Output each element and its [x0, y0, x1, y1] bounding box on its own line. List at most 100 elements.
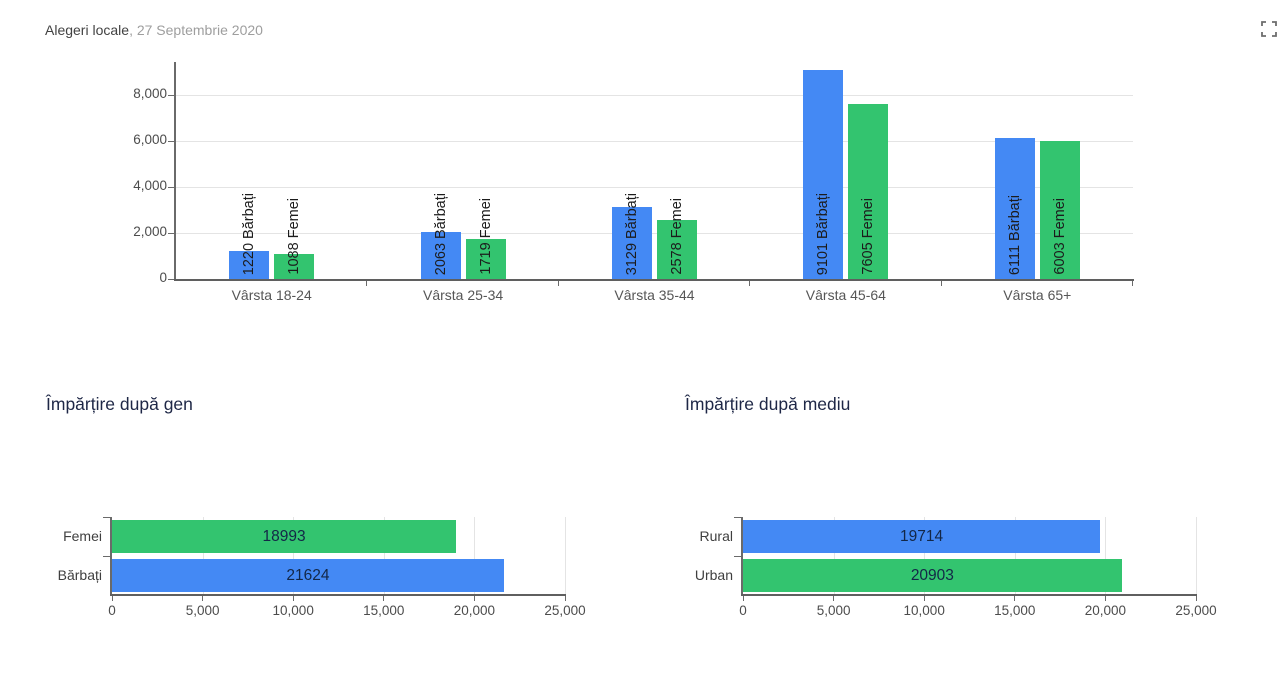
x-tick-label: 25,000: [544, 603, 586, 618]
column-bar-femei[interactable]: [848, 104, 889, 279]
page-title: Alegeri locale: [45, 22, 130, 38]
x-tick-label: 15,000: [363, 603, 405, 618]
column-bar-barbati[interactable]: [612, 207, 652, 279]
gridline: [1014, 517, 1016, 594]
gridline: [176, 187, 1133, 188]
column-bar-femei[interactable]: [465, 239, 506, 279]
column-bar-label: 6003 Femei: [1051, 198, 1068, 275]
y-tick-label: 8,000: [133, 86, 167, 101]
x-tick-label: 0: [108, 603, 116, 618]
x-category-label: Vârsta 25-34: [423, 287, 504, 303]
x-axis-line: [174, 279, 1134, 281]
y-axis-line: [174, 62, 176, 281]
y-axis-tick: [168, 233, 175, 234]
page-subtitle: , 27 Septembrie 2020: [129, 22, 263, 38]
x-axis-tick: [940, 281, 942, 286]
gridline: [1196, 517, 1197, 594]
column-bar-label: 2063 Bărbați: [432, 192, 449, 275]
hbar-value-label: 21624: [286, 566, 330, 584]
hbar-category-label: Femei: [63, 528, 102, 544]
gridline: [293, 517, 295, 594]
x-tick-label: 10,000: [903, 603, 945, 618]
y-axis-tick: [734, 555, 741, 557]
y-tick-label: 4,000: [133, 178, 167, 193]
column-bar-label: 3129 Bărbați: [624, 192, 640, 275]
x-axis-tick: [202, 596, 204, 601]
hbar-category-label: Urban: [694, 566, 733, 583]
gridline: [176, 95, 1133, 96]
gridline: [1105, 517, 1107, 594]
column-bar-barbati[interactable]: [229, 250, 270, 279]
gridline: [176, 141, 1133, 142]
y-axis-tick: [734, 517, 741, 518]
fullscreen-button[interactable]: [1258, 19, 1280, 41]
x-axis-tick: [383, 596, 385, 601]
x-axis-tick: [1195, 596, 1197, 601]
column-bar-barbati[interactable]: [803, 69, 844, 279]
x-axis-line: [110, 594, 566, 596]
x-axis-tick: [366, 281, 368, 286]
y-tick-label: 6,000: [133, 132, 167, 147]
column-bar-femei[interactable]: [274, 253, 315, 279]
hbar-b-rba-i[interactable]: [112, 558, 504, 592]
x-axis-tick: [923, 596, 925, 601]
gridline: [833, 517, 835, 594]
y-axis-tick: [168, 187, 175, 188]
hbar-value-label: 20903: [910, 566, 954, 584]
gridline: [176, 233, 1133, 234]
column-bar-label: 1719 Femei: [477, 198, 494, 275]
x-tick-label: 0: [739, 603, 747, 618]
x-tick-label: 5,000: [816, 603, 851, 618]
x-category-label: Vârsta 45-64: [805, 287, 886, 303]
x-tick-label: 10,000: [272, 603, 314, 618]
y-axis-tick: [103, 555, 110, 557]
x-category-label: Vârsta 35-44: [614, 287, 695, 303]
x-axis-tick: [742, 596, 744, 601]
x-tick-label: 15,000: [994, 603, 1036, 618]
y-axis-tick: [103, 517, 110, 518]
column-bar-label: 2578 Femei: [669, 198, 685, 275]
x-axis-tick: [1014, 596, 1016, 601]
x-axis-tick: [111, 596, 113, 601]
hbar-value-label: 18993: [262, 528, 306, 545]
x-axis-tick: [1132, 281, 1133, 286]
gridline: [202, 517, 204, 594]
x-axis-tick: [557, 281, 559, 286]
y-tick-label: 2,000: [133, 224, 167, 239]
fullscreen-icon: [1261, 21, 1277, 37]
x-tick-label: 20,000: [453, 603, 496, 618]
y-axis-line: [110, 517, 112, 596]
column-bar-label: 6111 Bărbați: [1006, 194, 1023, 275]
page-header: Alegeri locale, 27 Septembrie 2020: [45, 22, 263, 38]
x-axis-line: [741, 594, 1197, 596]
x-axis-tick: [473, 596, 475, 601]
y-tick-label: 0: [159, 270, 167, 285]
x-category-label: Vârsta 18-24: [231, 287, 312, 303]
x-axis-tick: [564, 596, 566, 601]
hbar-category-label: Bărbați: [57, 566, 102, 583]
y-axis-tick: [168, 95, 175, 96]
column-bar-label: 1220 Bărbați: [241, 192, 258, 275]
column-bar-label: 7605 Femei: [860, 198, 877, 275]
hbar-femei[interactable]: [112, 520, 457, 553]
x-axis-tick: [1104, 596, 1106, 601]
x-tick-label: 25,000: [1175, 603, 1217, 618]
column-bar-femei[interactable]: [657, 219, 697, 279]
gridline: [474, 517, 476, 594]
y-axis-tick: [168, 279, 175, 280]
column-bar-barbati[interactable]: [420, 231, 461, 279]
x-axis-tick: [749, 281, 751, 286]
hbar-urban[interactable]: [743, 558, 1122, 592]
hbar-value-label: 19714: [900, 528, 944, 545]
column-bar-femei[interactable]: [1039, 140, 1080, 279]
hbar-rural[interactable]: [743, 520, 1101, 553]
gender-chart-title: Împărțire după gen: [46, 394, 193, 414]
x-category-label: Vârsta 65+: [1003, 287, 1072, 303]
gridline: [383, 517, 385, 594]
x-axis-tick: [833, 596, 835, 601]
y-axis-line: [741, 517, 743, 596]
x-tick-label: 20,000: [1084, 603, 1127, 618]
column-bar-barbati[interactable]: [994, 138, 1035, 279]
x-tick-label: 5,000: [185, 603, 220, 618]
